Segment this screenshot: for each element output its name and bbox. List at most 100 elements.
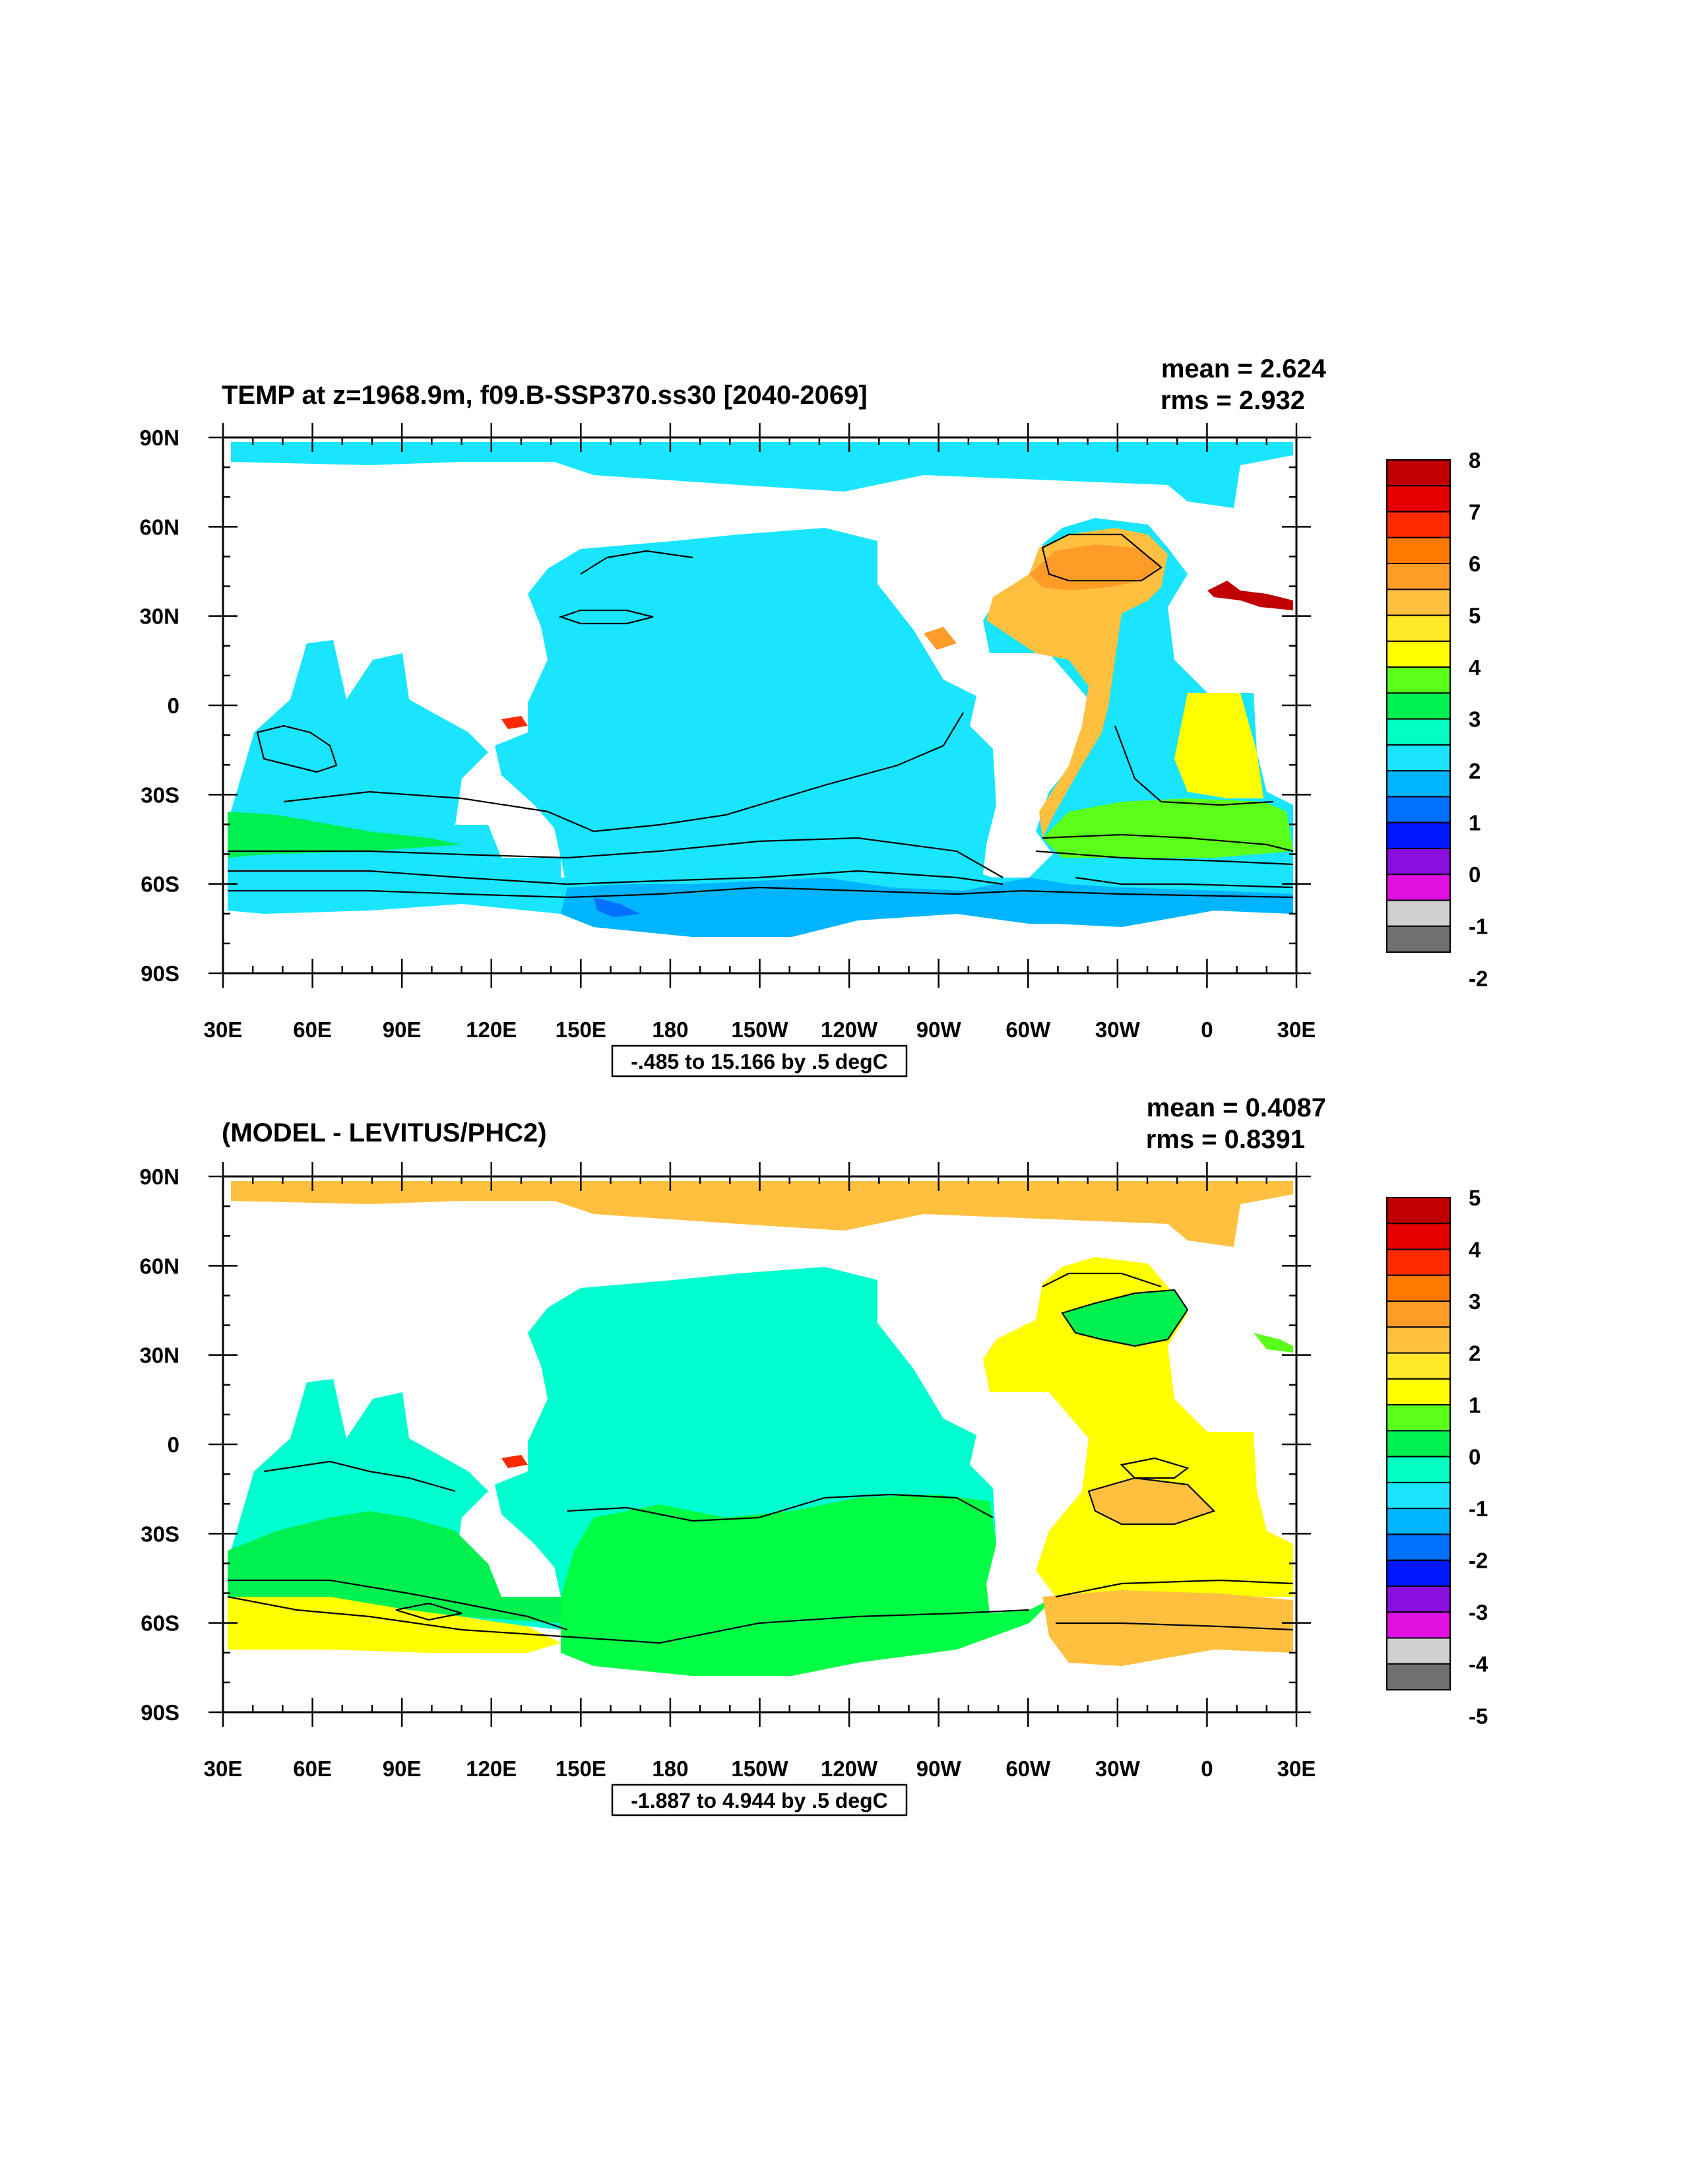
colorbar-label: 0 <box>1469 862 1481 887</box>
colorbar-box <box>1386 1352 1451 1380</box>
lat-label: 90S <box>141 961 179 986</box>
colorbar-label: -5 <box>1469 1704 1488 1728</box>
lon-label: 150E <box>556 1756 606 1781</box>
colorbar-box <box>1386 1430 1451 1458</box>
lon-label: 60E <box>293 1756 332 1781</box>
colorbar-box <box>1386 511 1451 538</box>
lon-label: 30E <box>1277 1756 1316 1781</box>
lon-label: 150W <box>731 1756 788 1781</box>
panel-1-southern-blue <box>561 878 1293 937</box>
lat-label: 0 <box>168 693 179 718</box>
panel-2-contours <box>227 1272 1294 1644</box>
lat-label: 30N <box>139 1343 179 1368</box>
lon-label: 180 <box>652 1017 688 1042</box>
colorbar-label: -1 <box>1469 915 1488 939</box>
lon-label: 90E <box>383 1756 422 1781</box>
colorbar-label: -4 <box>1469 1652 1488 1677</box>
colorbar-label: 4 <box>1469 655 1481 680</box>
lat-label: 60S <box>141 1611 179 1636</box>
colorbar-label: 1 <box>1469 811 1481 835</box>
panel-1-contour-info: -.485 to 15.166 by .5 degC <box>611 1044 908 1077</box>
colorbar-box <box>1386 1223 1451 1250</box>
panel-2-atlantic-ocean <box>983 1257 1293 1597</box>
lon-label: 90W <box>916 1756 962 1781</box>
panel-2: (MODEL - LEVITUS/PHC2) mean = 0.4087 rms… <box>139 1093 1488 1816</box>
panel-2-contour-info-box <box>611 1783 908 1816</box>
panel-2-mean: mean = 0.4087 <box>1147 1093 1326 1122</box>
panel-2-southern-green <box>228 1511 561 1623</box>
colorbar-box <box>1386 1197 1451 1225</box>
colorbar-box <box>1386 874 1451 901</box>
lon-label: 60W <box>1005 1756 1051 1781</box>
panel-2-rms: rms = 0.8391 <box>1146 1125 1305 1154</box>
lon-label: 0 <box>1201 1756 1213 1781</box>
panel-1-lat-labels: 90N 60N 30N 0 30S 60S 90S <box>139 426 179 986</box>
panel-2-contour-8 <box>1042 1272 1162 1288</box>
colorbar-box <box>1386 485 1451 513</box>
colorbar-box <box>1386 925 1451 953</box>
colorbar-box <box>1386 666 1451 694</box>
lat-label: 60S <box>141 872 179 897</box>
colorbar-label: -1 <box>1469 1496 1488 1521</box>
colorbar-box <box>1386 770 1451 798</box>
panel-2-contour-6 <box>1056 1622 1294 1631</box>
lat-label: 90S <box>141 1700 179 1725</box>
panel-1-contour-8 <box>1114 725 1274 806</box>
panel-1-ross-sea-deep <box>594 897 640 917</box>
panel-1-north-atlantic-warm <box>986 528 1168 838</box>
colorbar-box <box>1386 744 1451 772</box>
panel-2-ticks <box>208 1162 1311 1727</box>
panel-1-southern-green <box>228 812 462 858</box>
colorbar-box <box>1386 1637 1451 1665</box>
panel-1-south-atlantic-warm <box>1174 693 1263 798</box>
colorbar-box <box>1386 1508 1451 1535</box>
colorbar-label: 0 <box>1469 1445 1481 1469</box>
colorbar-label: -2 <box>1469 1549 1488 1573</box>
panel-2-map <box>208 1162 1311 1727</box>
colorbar-box <box>1386 459 1451 487</box>
panel-1-pacific-ocean <box>495 528 1003 891</box>
panel-2-title: (MODEL - LEVITUS/PHC2) <box>222 1118 547 1147</box>
panel-1-indonesia-hot <box>501 716 528 729</box>
panel-2-contour-info: -1.887 to 4.944 by .5 degC <box>611 1783 908 1816</box>
panel-1: TEMP at z=1968.9m, f09.B-SSP370.ss30 [20… <box>139 354 1488 1077</box>
panel-2-contour-3 <box>228 1579 568 1631</box>
colorbar-box <box>1386 821 1451 849</box>
colorbar-box <box>1386 692 1451 720</box>
panel-1-contour-5 <box>1042 833 1294 852</box>
lon-label: 90E <box>383 1017 422 1042</box>
panel-1-contour-4 <box>228 886 1294 899</box>
panel-1-south-atlantic-green <box>1042 798 1293 858</box>
lon-label: 150W <box>731 1017 788 1042</box>
lat-label: 90N <box>139 426 179 450</box>
colorbar-box <box>1386 1611 1451 1639</box>
colorbar-box <box>1386 614 1451 642</box>
lon-label: 90W <box>916 1017 962 1042</box>
panel-1-contour-10 <box>558 609 654 625</box>
colorbar-box <box>1386 1456 1451 1483</box>
colorbar-label: -3 <box>1469 1600 1488 1624</box>
panel-1-map <box>208 423 1311 988</box>
panel-2-contour-7 <box>1061 1289 1189 1347</box>
lat-label: 60N <box>139 1254 179 1278</box>
colorbar-box <box>1386 1274 1451 1302</box>
colorbar-box <box>1386 718 1451 746</box>
colorbar-label: 8 <box>1469 448 1481 472</box>
colorbar-box <box>1386 1585 1451 1613</box>
lon-label: 30E <box>204 1756 243 1781</box>
colorbar-box <box>1386 536 1451 565</box>
panel-1-contour-info-text: -.485 to 15.166 by .5 degC <box>631 1050 888 1074</box>
lon-label: 30E <box>204 1017 243 1042</box>
panel-2-arctic-ocean <box>231 1181 1293 1247</box>
colorbar-box <box>1386 796 1451 823</box>
lon-label: 120E <box>466 1756 517 1781</box>
panel-1-contour-9 <box>1041 533 1163 582</box>
panel-1-contour-11 <box>580 550 693 575</box>
colorbar-label: 7 <box>1469 500 1481 525</box>
panel-1-contour-1 <box>283 712 964 833</box>
panel-1-colorbar: 8 7 6 5 4 3 2 1 0 -1 -2 <box>1386 448 1488 990</box>
colorbar-box <box>1386 1326 1451 1354</box>
lon-label: 30E <box>1277 1017 1316 1042</box>
panel-2-lon-labels: 30E 60E 90E 120E 150E 180 150W 120W 90W 60W 30W 0 30… <box>204 1756 1316 1781</box>
panel-2-south-pacific-green <box>561 1494 1056 1676</box>
